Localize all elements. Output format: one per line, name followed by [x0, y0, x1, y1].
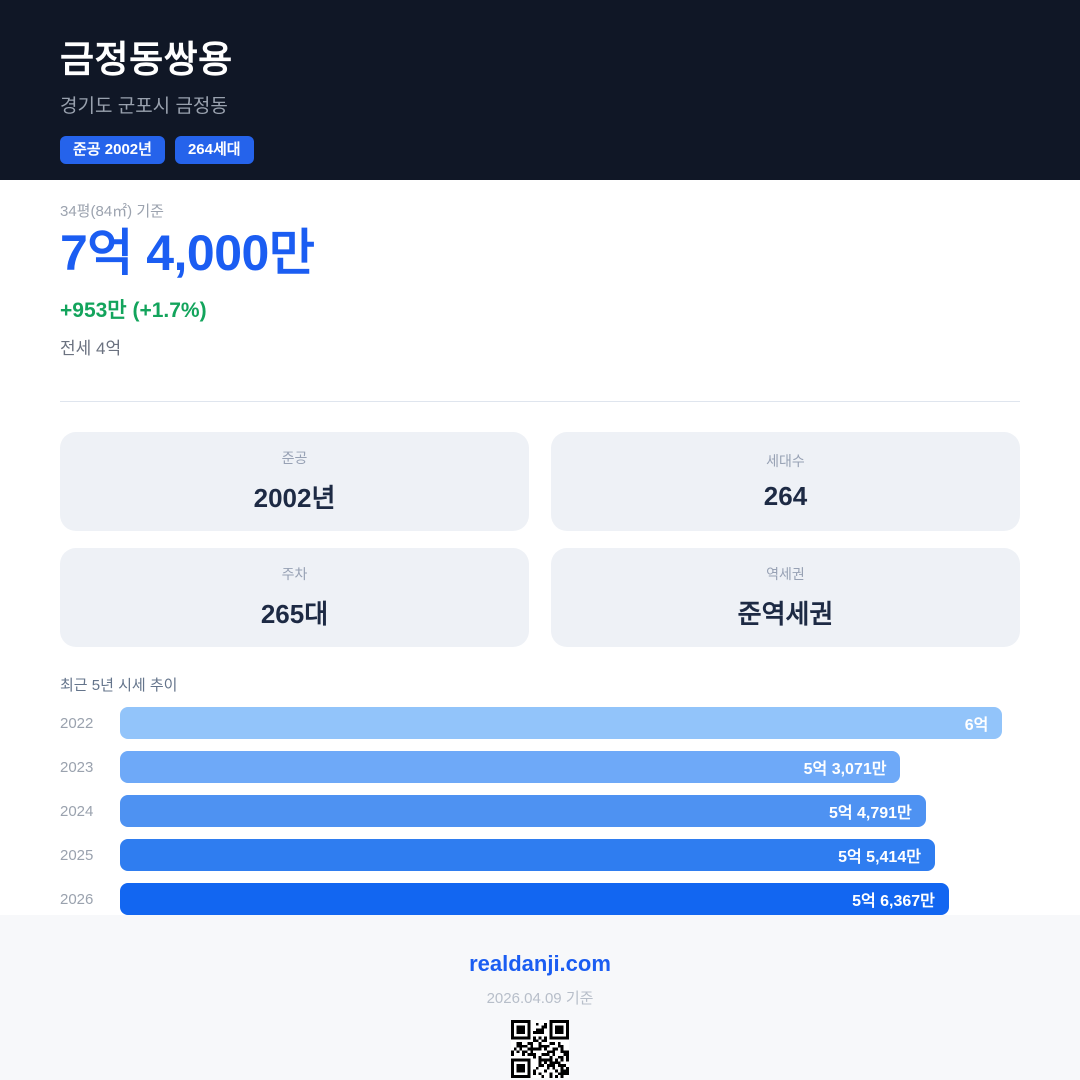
chart-row: 2023 5억 3,071만 [60, 751, 1020, 783]
apartment-name: 금정동쌍용 [60, 39, 233, 80]
info-card-value: 265대 [260, 599, 329, 629]
info-card: 준공 2002년 [60, 432, 529, 531]
info-card: 세대수 264 [551, 432, 1020, 531]
info-card: 역세권 준역세권 [551, 548, 1020, 647]
chart-bar: 5억 4,791만 [120, 795, 926, 827]
info-card-label: 준공 [281, 450, 308, 466]
chart-year-label: 2025 [60, 846, 94, 864]
apartment-address: 경기도 군포시 금정동 [60, 95, 228, 117]
current-price: 7억 4,000만 [60, 225, 315, 281]
chart-year-label: 2023 [60, 758, 94, 776]
info-card-value: 준역세권 [737, 599, 834, 629]
footer: realdanji.com 2026.04.09 기준 [0, 915, 1080, 1080]
header-badge: 준공 2002년 [60, 135, 165, 165]
chart-year-label: 2022 [60, 714, 94, 732]
chart-track: 6억 [120, 707, 1020, 739]
chart-track: 5억 4,791만 [120, 795, 1020, 827]
info-card-label: 주차 [281, 566, 308, 582]
info-card: 주차 265대 [60, 548, 529, 647]
chart-bar: 5억 5,414만 [120, 839, 935, 871]
site-link[interactable]: realdanji.com [469, 951, 611, 976]
info-card-grid: 준공 2002년 세대수 264 주차 265대 역세권 준역세권 [60, 432, 1020, 647]
chart-row: 2022 6억 [60, 707, 1020, 739]
chart-row: 2025 5억 5,414만 [60, 839, 1020, 871]
chart-bar-value-label: 5억 5,414만 [838, 849, 921, 866]
jeonse-price: 전세 4억 [60, 339, 122, 358]
qr-code [0, 1020, 1080, 1080]
chart-track: 5억 5,414만 [120, 839, 1020, 871]
info-card-value: 264 [763, 481, 808, 511]
chart-title: 최근 5년 시세 추이 [60, 677, 178, 694]
main-content: 34평(84㎡) 기준 7억 4,000만 +953만 (+1.7%) 전세 4… [0, 180, 1080, 915]
chart-year-label: 2026 [60, 890, 94, 908]
price-trend-chart: 2022 6억 2023 5억 3,071만 2024 5억 4,791만 20… [60, 707, 1020, 915]
chart-bar: 5억 6,367만 [120, 883, 949, 915]
badge-list: 준공 2002년 264세대 [60, 135, 1020, 165]
price-basis-label: 34평(84㎡) 기준 [60, 203, 164, 220]
chart-bar-value-label: 5억 4,791만 [828, 805, 912, 822]
chart-track: 5억 6,367만 [120, 883, 1020, 915]
footer-date: 2026.04.09 기준 [486, 990, 594, 1007]
chart-bar: 5억 3,071만 [120, 751, 901, 783]
chart-row: 2026 5억 6,367만 [60, 883, 1020, 915]
chart-row: 2024 5억 4,791만 [60, 795, 1020, 827]
info-card-value: 2002년 [253, 483, 336, 513]
chart-bar-value-label: 6억 [964, 717, 989, 734]
price-change: +953만 (+1.7%) [60, 299, 207, 322]
chart-bar-value-label: 5억 3,071만 [803, 761, 887, 778]
info-card-label: 세대수 [766, 453, 805, 469]
header: 금정동쌍용 경기도 군포시 금정동 준공 2002년 264세대 [0, 0, 1080, 180]
chart-bar-value-label: 5억 6,367만 [852, 893, 935, 910]
chart-bar: 6억 [120, 707, 1003, 739]
header-badge: 264세대 [174, 135, 254, 165]
chart-track: 5억 3,071만 [120, 751, 1020, 783]
chart-year-label: 2024 [60, 802, 94, 820]
info-card-label: 역세권 [766, 566, 805, 582]
divider [60, 401, 1020, 402]
